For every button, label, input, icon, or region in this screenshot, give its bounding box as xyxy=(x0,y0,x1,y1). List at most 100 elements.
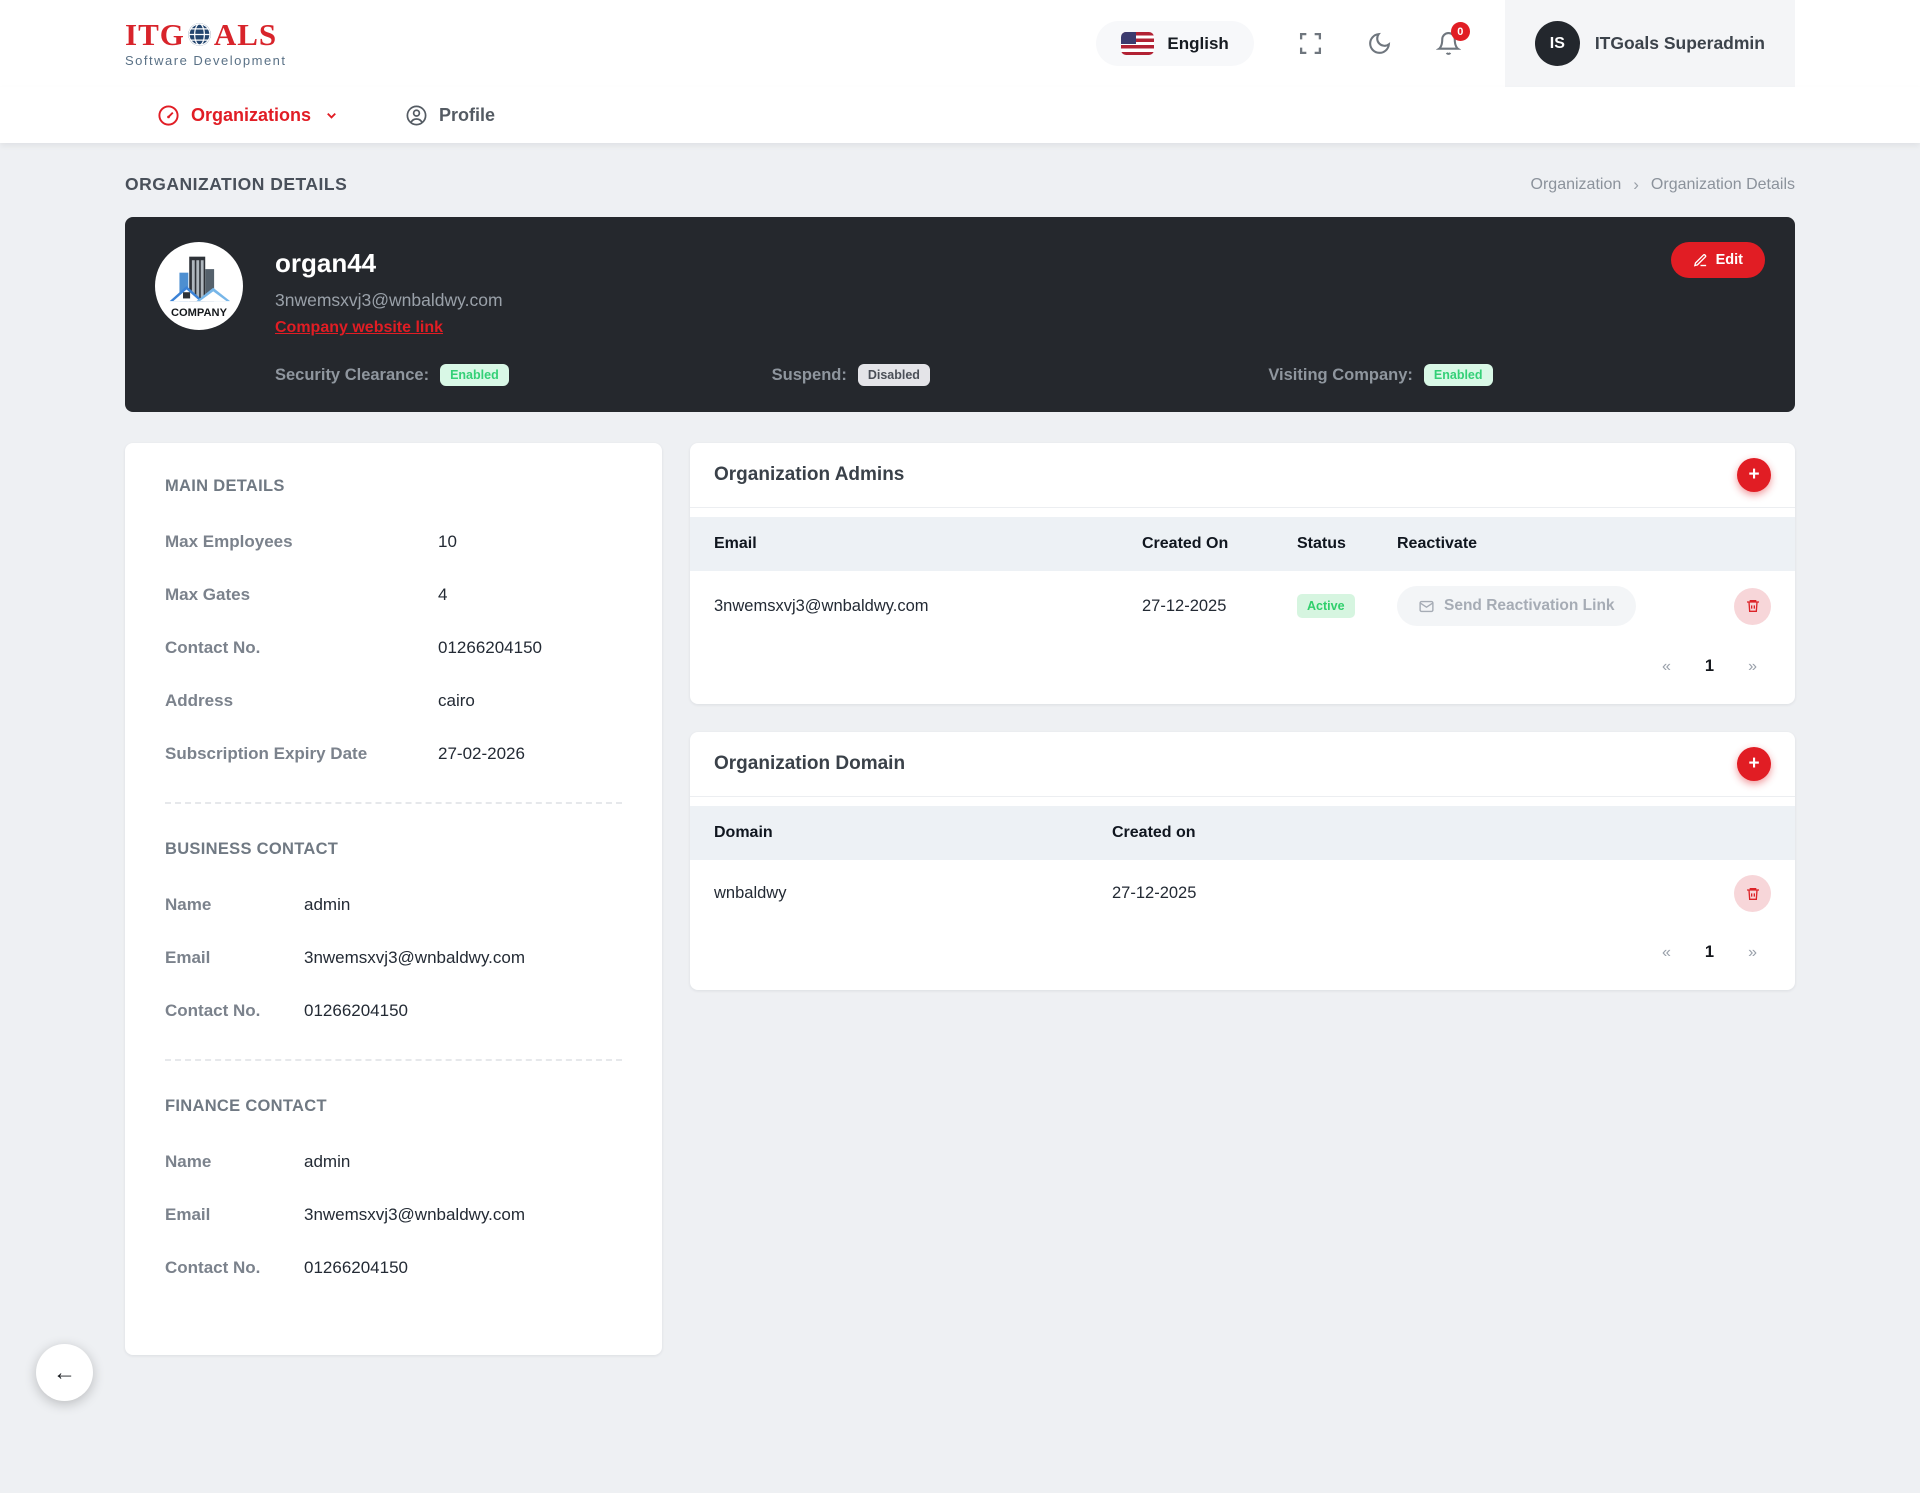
status-label: Visiting Company: xyxy=(1268,365,1413,384)
add-domain-button[interactable]: + xyxy=(1737,747,1771,781)
detail-value: 01266204150 xyxy=(438,638,543,657)
user-avatar: IS xyxy=(1534,21,1580,66)
bell-icon xyxy=(1435,32,1461,55)
status-badge: Enabled xyxy=(1423,364,1493,386)
moon-icon xyxy=(1369,32,1390,54)
admins-prev-page-button[interactable]: « xyxy=(1662,657,1671,675)
domain-table-row: wnbaldwy 27-12-2025 xyxy=(690,860,1795,927)
domain-next-page-button[interactable]: » xyxy=(1748,943,1757,961)
globe-icon xyxy=(188,23,211,46)
status-visiting-company: Visiting Company: Enabled xyxy=(1268,364,1765,386)
breadcrumb-organization[interactable]: Organization xyxy=(1530,175,1622,193)
domain-pagination: « 1 » xyxy=(690,927,1795,990)
nav-item-organizations[interactable]: Organizations xyxy=(157,104,339,127)
detail-label: Max Gates xyxy=(165,585,251,604)
dark-mode-toggle[interactable] xyxy=(1367,31,1392,56)
col-created-on: Created on xyxy=(1112,824,1196,841)
detail-value: 01266204150 xyxy=(304,1258,409,1277)
admins-next-page-button[interactable]: » xyxy=(1748,657,1757,675)
delete-admin-button[interactable] xyxy=(1734,587,1771,625)
col-email: Email xyxy=(714,535,757,552)
main-details-heading: MAIN DETAILS xyxy=(165,477,285,495)
svg-text:COMPANY: COMPANY xyxy=(171,307,228,319)
finance-contact-heading: FINANCE CONTACT xyxy=(165,1097,327,1115)
us-flag-icon xyxy=(1121,32,1155,55)
language-selector[interactable]: English xyxy=(1096,21,1254,66)
detail-value: 3nwemsxvj3@wnbaldwy.com xyxy=(304,1205,526,1224)
status-security-clearance: Security Clearance: Enabled xyxy=(275,364,772,386)
detail-value: 3nwemsxvj3@wnbaldwy.com xyxy=(304,948,526,967)
domain-card-title: Organization Domain xyxy=(714,753,906,774)
detail-row-max-gates: Max Gates 4 xyxy=(165,585,622,605)
edit-button[interactable]: Edit xyxy=(1670,242,1765,278)
company-website-link[interactable]: Company website link xyxy=(275,319,444,336)
delete-domain-button[interactable] xyxy=(1734,875,1771,912)
status-badge: Enabled xyxy=(440,364,509,386)
finance-contact-email: Email 3nwemsxvj3@wnbaldwy.com xyxy=(165,1205,622,1225)
organization-summary: organ44 3nwemsxvj3@wnbaldwy.com Company … xyxy=(275,242,503,337)
finance-contact-name: Name admin xyxy=(165,1152,622,1172)
user-menu[interactable]: IS ITGoals Superadmin xyxy=(1504,0,1795,87)
back-arrow-icon: ← xyxy=(53,1359,76,1385)
status-suspend: Suspend: Disabled xyxy=(772,364,1269,386)
detail-value: 01266204150 xyxy=(304,1001,409,1020)
detail-label: Subscription Expiry Date xyxy=(165,744,368,763)
organization-email: 3nwemsxvj3@wnbaldwy.com xyxy=(275,290,503,310)
add-admin-button[interactable]: + xyxy=(1737,458,1771,492)
logo-subtitle: Software Development xyxy=(125,53,287,68)
fullscreen-button[interactable] xyxy=(1298,31,1323,56)
send-reactivation-link-button[interactable]: Send Reactivation Link xyxy=(1397,586,1636,626)
organization-hero-card: COMPANY organ44 3nwemsxvj3@wnbaldwy.com … xyxy=(125,217,1795,412)
detail-label: Address xyxy=(165,691,234,710)
nav-item-profile[interactable]: Profile xyxy=(405,104,495,127)
business-contact-email: Email 3nwemsxvj3@wnbaldwy.com xyxy=(165,948,622,968)
notifications-count-badge: 0 xyxy=(1450,22,1470,41)
status-label: Suspend: xyxy=(771,365,847,384)
user-name: ITGoals Superadmin xyxy=(1594,33,1765,53)
detail-label: Max Employees xyxy=(165,532,293,551)
admin-email: 3nwemsxvj3@wnbaldwy.com xyxy=(714,596,929,615)
finance-contact-phone: Contact No. 01266204150 xyxy=(165,1258,622,1278)
nav-label-profile: Profile xyxy=(439,104,496,125)
back-button[interactable]: ← xyxy=(36,1344,93,1401)
domain-prev-page-button[interactable]: « xyxy=(1662,943,1671,961)
logo-text-left: ITG xyxy=(125,17,185,52)
admins-card-title: Organization Admins xyxy=(714,464,905,485)
detail-value: admin xyxy=(304,1152,351,1171)
organization-admins-card: Organization Admins + Email Created On S… xyxy=(690,443,1795,704)
detail-label: Contact No. xyxy=(165,1001,261,1020)
domain-current-page[interactable]: 1 xyxy=(1704,943,1715,961)
detail-label: Contact No. xyxy=(165,1258,261,1277)
detail-row-address: Address cairo xyxy=(165,691,622,711)
page-content: ORGANIZATION DETAILS Organization › Orga… xyxy=(0,174,1920,1355)
col-created-on: Created On xyxy=(1142,535,1229,552)
admins-current-page[interactable]: 1 xyxy=(1704,657,1715,675)
fullscreen-icon xyxy=(1299,32,1321,55)
detail-label: Name xyxy=(165,895,212,914)
col-reactivate: Reactivate xyxy=(1397,535,1478,552)
domain-table-header: Domain Created on xyxy=(690,806,1795,860)
detail-row-contact-no: Contact No. 01266204150 xyxy=(165,638,622,658)
company-buildings-icon: COMPANY xyxy=(169,256,231,319)
business-contact-name: Name admin xyxy=(165,895,622,915)
breadcrumb-organization-details: Organization Details xyxy=(1650,175,1795,193)
detail-row-subscription-expiry: Subscription Expiry Date 27-02-2026 xyxy=(165,744,622,764)
admins-table-header: Email Created On Status Reactivate xyxy=(690,517,1795,571)
nav-label-organizations: Organizations xyxy=(191,104,312,125)
detail-label: Name xyxy=(165,1152,212,1171)
app-logo[interactable]: ITG ALS Software Development xyxy=(125,19,287,68)
chevron-down-icon xyxy=(327,112,336,119)
app-header: ITG ALS Software Development English xyxy=(0,0,1920,87)
admins-table-row: 3nwemsxvj3@wnbaldwy.com 27-12-2025 Activ… xyxy=(690,571,1795,641)
col-status: Status xyxy=(1297,535,1346,552)
dashboard-gauge-icon xyxy=(158,104,179,126)
organization-name: organ44 xyxy=(275,248,377,278)
status-label: Security Clearance: xyxy=(275,365,430,384)
envelope-icon xyxy=(1419,600,1434,612)
language-label: English xyxy=(1167,33,1229,53)
admin-created-on: 27-12-2025 xyxy=(1142,596,1227,615)
detail-value: 4 xyxy=(438,585,448,604)
details-card: MAIN DETAILS Max Employees 10 Max Gates … xyxy=(125,443,662,1355)
edit-button-label: Edit xyxy=(1715,252,1743,268)
notifications-button[interactable]: 0 xyxy=(1435,22,1470,56)
